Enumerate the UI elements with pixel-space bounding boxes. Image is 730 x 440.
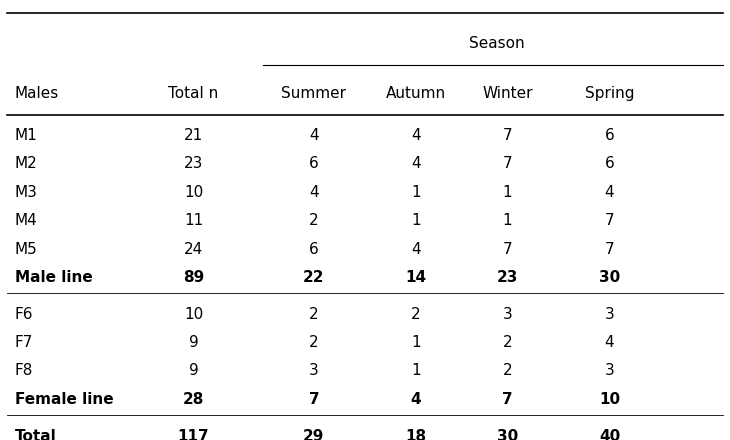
Text: 117: 117: [177, 429, 210, 440]
Text: Female line: Female line: [15, 392, 113, 407]
Text: 3: 3: [604, 307, 615, 322]
Text: 4: 4: [411, 392, 421, 407]
Text: 6: 6: [604, 157, 615, 172]
Text: Autumn: Autumn: [386, 86, 446, 101]
Text: 7: 7: [604, 213, 615, 228]
Text: 2: 2: [309, 307, 319, 322]
Text: 9: 9: [188, 363, 199, 378]
Text: 4: 4: [604, 335, 615, 350]
Text: 28: 28: [182, 392, 204, 407]
Text: 3: 3: [604, 363, 615, 378]
Text: 1: 1: [411, 213, 421, 228]
Text: M1: M1: [15, 128, 37, 143]
Text: Season: Season: [469, 37, 524, 51]
Text: Winter: Winter: [482, 86, 533, 101]
Text: F6: F6: [15, 307, 33, 322]
Text: 4: 4: [411, 157, 421, 172]
Text: 7: 7: [604, 242, 615, 257]
Text: 4: 4: [309, 185, 319, 200]
Text: 22: 22: [303, 270, 325, 285]
Text: 40: 40: [599, 429, 620, 440]
Text: 1: 1: [411, 363, 421, 378]
Text: 4: 4: [309, 128, 319, 143]
Text: 2: 2: [502, 335, 512, 350]
Text: Males: Males: [15, 86, 59, 101]
Text: Total n: Total n: [169, 86, 218, 101]
Text: 24: 24: [184, 242, 203, 257]
Text: 30: 30: [599, 270, 620, 285]
Text: 14: 14: [406, 270, 426, 285]
Text: 7: 7: [502, 157, 512, 172]
Text: 2: 2: [309, 213, 319, 228]
Text: 3: 3: [502, 307, 512, 322]
Text: Total: Total: [15, 429, 56, 440]
Text: 30: 30: [496, 429, 518, 440]
Text: M3: M3: [15, 185, 37, 200]
Text: 6: 6: [309, 157, 319, 172]
Text: F8: F8: [15, 363, 33, 378]
Text: 4: 4: [411, 242, 421, 257]
Text: 29: 29: [303, 429, 325, 440]
Text: 9: 9: [188, 335, 199, 350]
Text: 7: 7: [502, 242, 512, 257]
Text: Summer: Summer: [281, 86, 347, 101]
Text: 23: 23: [184, 157, 203, 172]
Text: Male line: Male line: [15, 270, 93, 285]
Text: 7: 7: [309, 392, 319, 407]
Text: 6: 6: [604, 128, 615, 143]
Text: 7: 7: [502, 128, 512, 143]
Text: 1: 1: [502, 185, 512, 200]
Text: 4: 4: [411, 128, 421, 143]
Text: 1: 1: [411, 185, 421, 200]
Text: 10: 10: [599, 392, 620, 407]
Text: 2: 2: [411, 307, 421, 322]
Text: 89: 89: [182, 270, 204, 285]
Text: Spring: Spring: [585, 86, 634, 101]
Text: 2: 2: [502, 363, 512, 378]
Text: 18: 18: [406, 429, 426, 440]
Text: 1: 1: [502, 213, 512, 228]
Text: 11: 11: [184, 213, 203, 228]
Text: 23: 23: [496, 270, 518, 285]
Text: 4: 4: [604, 185, 615, 200]
Text: M4: M4: [15, 213, 37, 228]
Text: 21: 21: [184, 128, 203, 143]
Text: 3: 3: [309, 363, 319, 378]
Text: 7: 7: [502, 392, 512, 407]
Text: F7: F7: [15, 335, 33, 350]
Text: 10: 10: [184, 307, 203, 322]
Text: 6: 6: [309, 242, 319, 257]
Text: 2: 2: [309, 335, 319, 350]
Text: M5: M5: [15, 242, 37, 257]
Text: 10: 10: [184, 185, 203, 200]
Text: M2: M2: [15, 157, 37, 172]
Text: 1: 1: [411, 335, 421, 350]
